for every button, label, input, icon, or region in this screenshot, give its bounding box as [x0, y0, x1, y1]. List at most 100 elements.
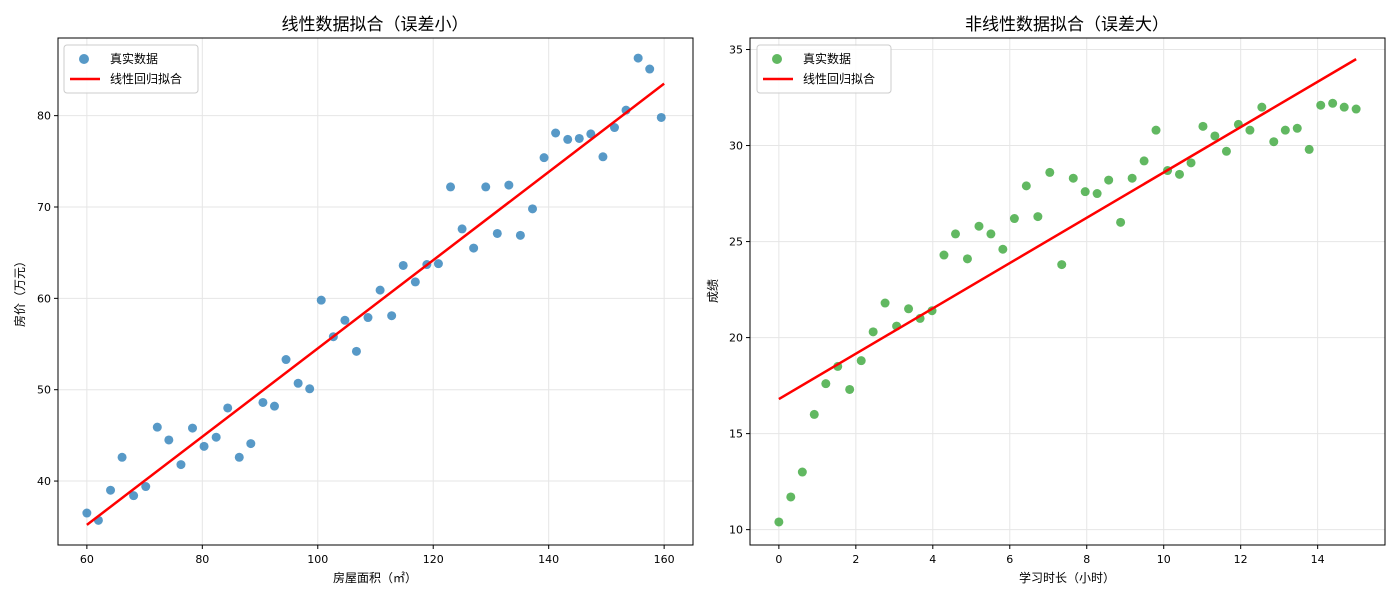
left-data-point	[551, 128, 561, 138]
left-data-point	[223, 403, 233, 413]
right-data-point	[951, 229, 961, 239]
left-data-point	[199, 441, 209, 451]
right-data-point	[809, 409, 819, 419]
right-data-point	[1174, 169, 1184, 179]
right-y-tick-label: 15	[729, 428, 743, 441]
right-data-point	[939, 250, 949, 260]
right-data-point	[1057, 260, 1067, 270]
left-chart-ticks: 60 80 100 120 140 160 40 50 60 70 80	[37, 110, 675, 566]
left-data-point	[211, 432, 221, 442]
right-chart-marks	[774, 58, 1361, 527]
left-y-tick-label: 70	[37, 201, 51, 214]
right-data-point	[1221, 146, 1231, 156]
right-data-point	[1328, 98, 1338, 108]
left-data-point	[258, 397, 268, 407]
left-x-tick-label: 160	[654, 553, 675, 566]
left-x-tick-label: 80	[195, 553, 209, 566]
right-x-tick-label: 10	[1157, 553, 1171, 566]
right-data-point	[1257, 102, 1267, 112]
right-data-point	[974, 221, 984, 231]
left-data-point	[141, 482, 151, 492]
right-chart-y-axis-label: 成绩	[706, 279, 720, 303]
left-x-tick-label: 60	[80, 553, 94, 566]
left-x-tick-label: 100	[307, 553, 328, 566]
left-data-point	[316, 295, 326, 305]
left-data-point	[281, 355, 291, 365]
right-data-point	[1033, 212, 1043, 222]
right-data-point	[1127, 173, 1137, 183]
left-data-point	[598, 152, 608, 162]
left-data-point	[528, 204, 538, 214]
left-data-point	[176, 460, 186, 470]
right-data-point	[797, 467, 807, 477]
left-data-point	[188, 423, 198, 433]
left-data-point	[117, 452, 127, 462]
left-data-point	[481, 182, 491, 192]
right-data-point	[1198, 121, 1208, 131]
left-y-tick-label: 40	[37, 475, 51, 488]
left-chart-x-axis-label: 房屋面积（㎡）	[333, 570, 417, 585]
right-x-tick-label: 0	[775, 553, 782, 566]
left-chart-title: 线性数据拟合（误差小）	[282, 15, 469, 35]
right-chart-x-axis-label: 学习时长（小时）	[1019, 570, 1115, 585]
left-data-point	[152, 422, 162, 432]
left-data-point	[305, 384, 315, 394]
right-data-point	[1292, 123, 1302, 133]
left-data-point	[246, 439, 256, 449]
left-data-point	[410, 277, 420, 287]
left-data-point	[492, 228, 502, 238]
left-chart-panel: 线性数据拟合（误差小） 60 80 100 120 140 160 40 50 60 70 80 房…	[12, 15, 694, 585]
right-y-tick-label: 35	[729, 44, 743, 57]
left-data-point	[129, 491, 139, 501]
left-data-point	[633, 53, 643, 63]
right-x-tick-label: 12	[1234, 553, 1248, 566]
right-data-point	[821, 379, 831, 389]
right-chart-legend: 真实数据 线性回归拟合	[756, 44, 892, 94]
left-data-point	[164, 435, 174, 445]
right-data-point	[868, 327, 878, 337]
right-legend-scatter-label: 真实数据	[803, 51, 851, 66]
right-data-point	[1316, 100, 1326, 110]
left-data-point	[469, 243, 479, 253]
left-data-point	[446, 182, 456, 192]
right-y-tick-label: 10	[729, 524, 743, 537]
left-y-tick-label: 50	[37, 384, 51, 397]
right-x-tick-label: 14	[1311, 553, 1325, 566]
left-chart-frame	[57, 37, 694, 546]
right-chart-panel: 非线性数据拟合（误差大） 0 2 4 6 8 10 12 14 10 15 20 25 30 35 学习时…	[706, 15, 1386, 585]
right-data-point	[1104, 175, 1114, 185]
left-data-point	[563, 134, 573, 144]
left-data-point	[586, 129, 596, 139]
right-data-point	[1139, 156, 1149, 166]
left-legend-scatter-label: 真实数据	[110, 51, 158, 66]
right-data-point	[880, 298, 890, 308]
right-x-tick-label: 8	[1083, 553, 1090, 566]
right-data-point	[1210, 131, 1220, 141]
left-data-point	[375, 285, 385, 295]
right-data-point	[1116, 217, 1126, 227]
right-data-point	[1009, 214, 1019, 224]
right-regression-line	[778, 58, 1357, 401]
right-data-point	[1269, 137, 1279, 147]
right-data-point	[1351, 104, 1361, 114]
right-chart-title: 非线性数据拟合（误差大）	[965, 15, 1169, 35]
right-legend-scatter-marker	[772, 54, 782, 64]
left-chart-y-axis-label: 房价（万元）	[12, 255, 27, 327]
left-y-tick-label: 60	[37, 292, 51, 305]
left-data-point	[106, 485, 116, 495]
left-data-point	[363, 313, 373, 323]
left-data-point	[574, 133, 584, 143]
left-data-point	[609, 123, 619, 133]
right-x-tick-label: 4	[929, 553, 936, 566]
right-y-tick-label: 25	[729, 236, 743, 249]
left-data-point	[457, 224, 467, 234]
left-data-point	[269, 401, 279, 411]
right-data-point	[1092, 189, 1102, 199]
left-data-point	[234, 452, 244, 462]
left-data-point	[645, 64, 655, 74]
right-data-point	[986, 229, 996, 239]
right-data-point	[1021, 181, 1031, 191]
left-data-point	[82, 508, 92, 518]
